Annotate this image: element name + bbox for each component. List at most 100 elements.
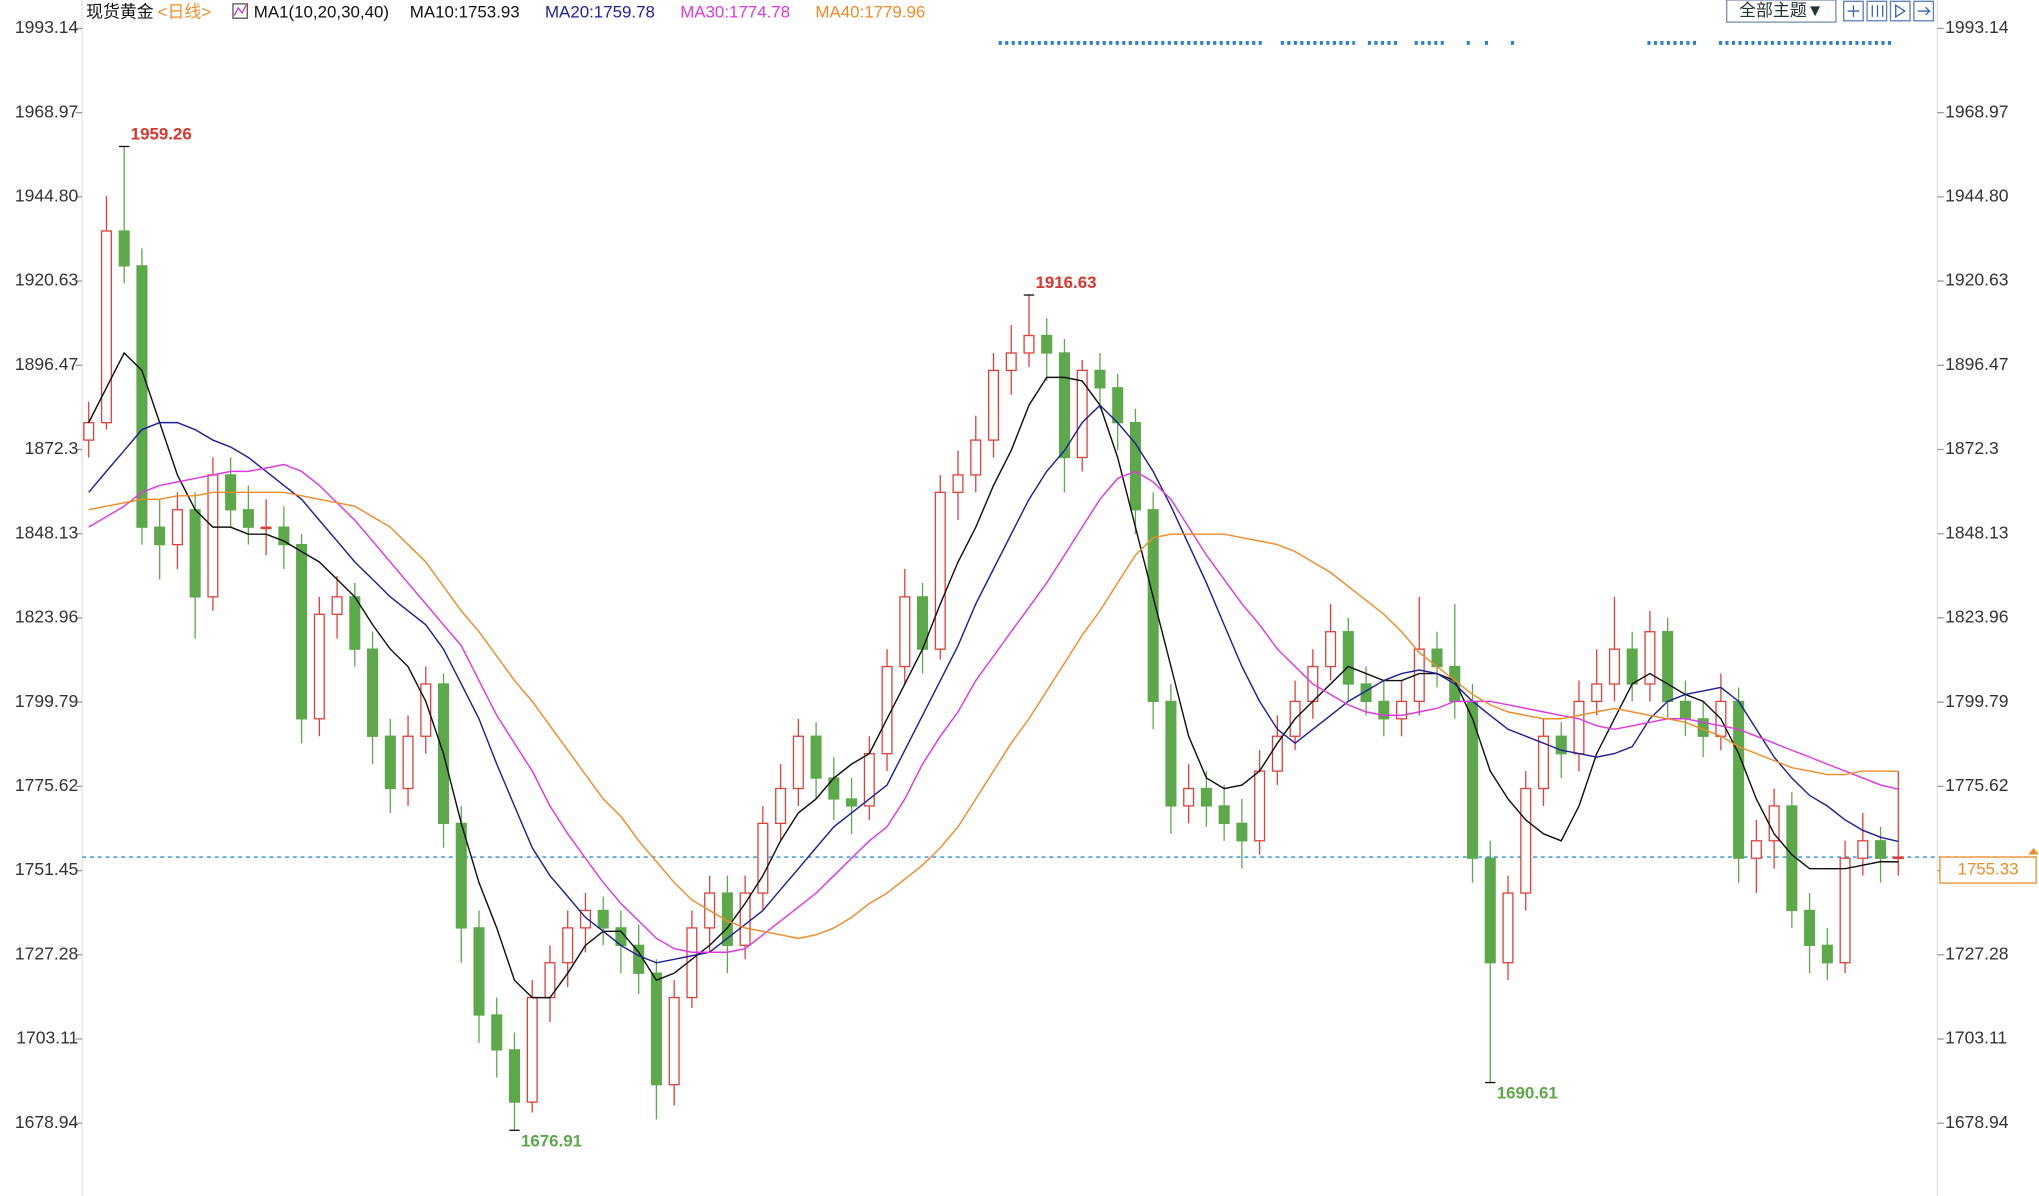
candle-body — [970, 439, 982, 476]
instrument-title: 现货黄金 — [86, 2, 154, 21]
candle-body — [846, 798, 858, 807]
y2-tick-label: 1968.97 — [1945, 101, 2008, 121]
candle-body — [1555, 735, 1567, 755]
y-tick-label: 1799.79 — [15, 691, 78, 711]
tool-button[interactable] — [1889, 0, 1911, 22]
candle-body — [455, 822, 467, 929]
y2-tick-label: 1993.14 — [1945, 17, 2009, 37]
candle-body — [1821, 944, 1833, 964]
tool-icons — [1847, 4, 1932, 19]
candle-body — [1733, 700, 1745, 859]
candle-body — [1342, 631, 1354, 685]
candle-body — [260, 526, 272, 530]
candle-body — [562, 927, 574, 964]
indicator-icon[interactable] — [232, 3, 248, 19]
y2-tick-label: 1872.3 — [1945, 438, 1999, 458]
candle-body — [491, 1014, 503, 1051]
candle-body — [83, 422, 95, 441]
legend-entry: MA10:1753.93 — [410, 2, 520, 21]
toolbar: 全部主题▼ — [1726, 0, 1935, 23]
candle-body — [242, 509, 254, 528]
candle-body — [1662, 631, 1674, 703]
indicator-label: MA1(10,20,30,40) — [254, 2, 389, 21]
candle-body — [1484, 857, 1496, 964]
candle-body — [881, 665, 893, 755]
candle-body — [402, 735, 414, 790]
candle-body — [100, 230, 112, 424]
candle-body — [313, 613, 325, 720]
candle-body — [1537, 735, 1550, 790]
candle-body — [775, 787, 787, 825]
y-tick-label: 1968.97 — [15, 101, 78, 121]
candle-body — [278, 526, 290, 546]
candle-body — [934, 491, 946, 650]
y-tick-label: 1944.80 — [15, 186, 79, 206]
candle-body — [1839, 857, 1851, 964]
candle-body — [987, 369, 1000, 441]
candle-body — [367, 648, 379, 737]
y2-tick-label: 1775.62 — [1945, 775, 2008, 795]
candle-body — [384, 735, 396, 790]
y2-tick-label: 1678.94 — [1945, 1112, 2009, 1132]
legend: 现货黄金 <日线> MA1(10,20,30,40) — [86, 2, 389, 21]
legend-entry: MA40:1779.96 — [815, 2, 925, 21]
candle-body — [1644, 631, 1656, 685]
candle-body — [508, 1049, 521, 1103]
candle-body — [792, 735, 804, 790]
candle-body — [189, 509, 201, 598]
indicator-icon-glyph — [233, 4, 247, 16]
candle-body — [526, 996, 538, 1103]
candle-body — [1147, 509, 1159, 703]
candle-body — [1165, 700, 1177, 807]
candle-body — [1679, 700, 1691, 720]
y2-tick-label: 1799.79 — [1945, 691, 2008, 711]
candle-body — [136, 265, 148, 528]
period-label: <日线> — [158, 2, 212, 21]
candle-body — [1857, 840, 1869, 859]
candle-body — [171, 509, 183, 546]
candle-body — [154, 526, 166, 546]
last-price-arrow — [2028, 847, 2039, 855]
y-tick-label: 1848.13 — [15, 522, 78, 542]
candle-body — [118, 230, 130, 267]
candle-body — [1466, 700, 1479, 859]
candle-body — [1325, 631, 1337, 668]
y2-tick-label: 1823.96 — [1945, 607, 2008, 627]
candle-body — [296, 543, 308, 720]
extreme-label: 1916.63 — [1035, 273, 1096, 292]
y-tick-label: 1751.45 — [15, 859, 79, 879]
candle-body — [668, 996, 680, 1086]
candle-body — [1023, 334, 1035, 354]
candle-body — [473, 927, 485, 1016]
candle-body — [420, 683, 432, 737]
extreme-label: 1690.61 — [1497, 1084, 1558, 1103]
candle-body — [1094, 369, 1106, 389]
candles — [83, 146, 1904, 1131]
moving-average-line — [88, 404, 1899, 964]
y-tick-label: 1775.62 — [15, 775, 78, 795]
candle-body — [721, 892, 733, 946]
candle-body — [810, 735, 822, 779]
candle-body — [1378, 700, 1390, 720]
candle-body — [349, 596, 361, 650]
candle-body — [1360, 683, 1372, 703]
candle-body — [952, 474, 964, 493]
candle-body — [1396, 700, 1408, 720]
candle-body — [331, 596, 343, 615]
candle-body — [1058, 352, 1070, 459]
moving-average-line — [88, 351, 1899, 999]
y2-tick-label: 1848.13 — [1945, 522, 2008, 542]
y-tick-label: 1727.28 — [15, 943, 78, 963]
theme-button[interactable] — [1726, 0, 1837, 23]
y-tick-label: 1678.94 — [15, 1112, 79, 1132]
y-tick-label: 1703.11 — [16, 1028, 78, 1048]
candle-body — [1041, 334, 1053, 354]
last-price-box — [1939, 856, 2037, 884]
candle-body — [1502, 892, 1514, 964]
candle-body — [757, 822, 769, 894]
candle-body — [1892, 856, 1904, 860]
candle-body — [1076, 369, 1088, 459]
y-tick-label: 1993.14 — [15, 17, 79, 37]
candle-body — [1768, 805, 1780, 842]
